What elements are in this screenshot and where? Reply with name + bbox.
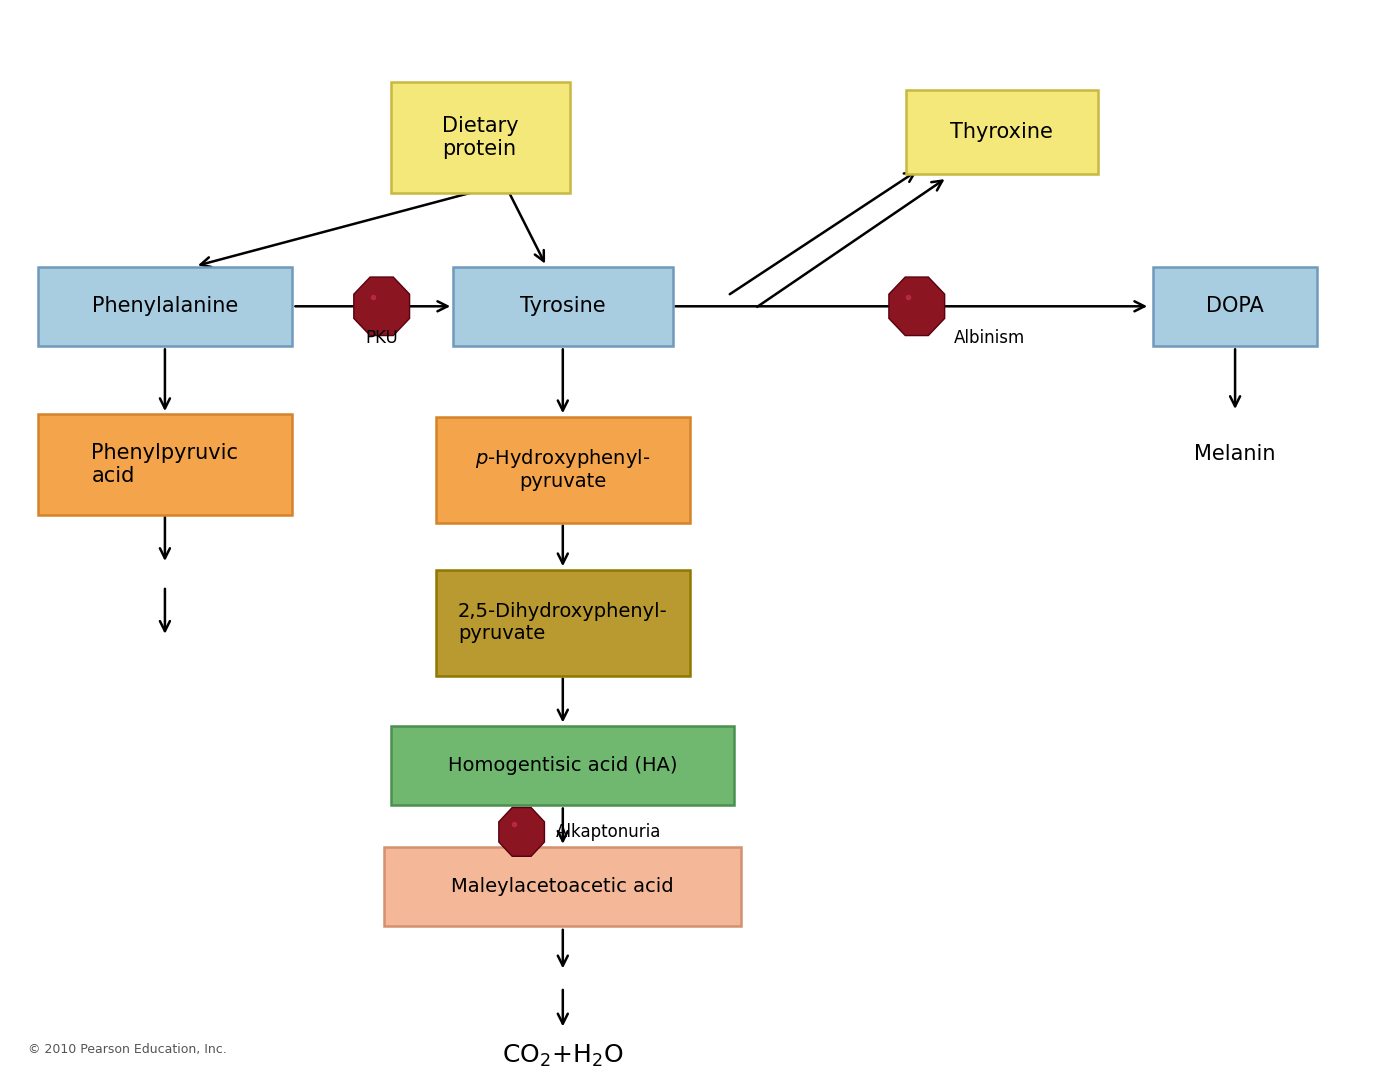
FancyBboxPatch shape <box>38 415 291 515</box>
FancyBboxPatch shape <box>38 267 291 346</box>
FancyBboxPatch shape <box>1152 267 1317 346</box>
FancyBboxPatch shape <box>392 82 570 193</box>
Text: Phenylpyruvic
acid: Phenylpyruvic acid <box>91 443 238 486</box>
FancyBboxPatch shape <box>392 726 735 805</box>
Text: pyruvate: pyruvate <box>519 472 606 491</box>
Text: © 2010 Pearson Education, Inc.: © 2010 Pearson Education, Inc. <box>28 1043 227 1055</box>
Text: Alkaptonuria: Alkaptonuria <box>556 823 661 841</box>
Text: Dietary
protein: Dietary protein <box>442 116 519 159</box>
Text: DOPA: DOPA <box>1207 296 1264 317</box>
FancyBboxPatch shape <box>435 570 690 675</box>
Text: Thyroxine: Thyroxine <box>951 122 1053 142</box>
FancyBboxPatch shape <box>385 848 741 926</box>
Polygon shape <box>889 277 945 336</box>
Text: PKU: PKU <box>365 328 398 347</box>
Text: $\it{p}$-Hydroxyphenyl-: $\it{p}$-Hydroxyphenyl- <box>475 447 651 470</box>
Polygon shape <box>498 808 545 856</box>
Text: Maleylacetoacetic acid: Maleylacetoacetic acid <box>451 878 675 896</box>
FancyBboxPatch shape <box>906 90 1098 174</box>
Text: 2,5-Dihydroxyphenyl-
pyruvate: 2,5-Dihydroxyphenyl- pyruvate <box>458 602 668 643</box>
Text: Homogentisic acid (HA): Homogentisic acid (HA) <box>448 756 678 775</box>
Text: Phenylalanine: Phenylalanine <box>92 296 238 317</box>
FancyBboxPatch shape <box>435 417 690 522</box>
Text: Albinism: Albinism <box>953 328 1025 347</box>
Text: Melanin: Melanin <box>1194 444 1275 464</box>
FancyBboxPatch shape <box>454 267 672 346</box>
Text: CO$_2$+H$_2$O: CO$_2$+H$_2$O <box>503 1043 623 1068</box>
Text: Tyrosine: Tyrosine <box>519 296 606 317</box>
Polygon shape <box>354 277 410 336</box>
